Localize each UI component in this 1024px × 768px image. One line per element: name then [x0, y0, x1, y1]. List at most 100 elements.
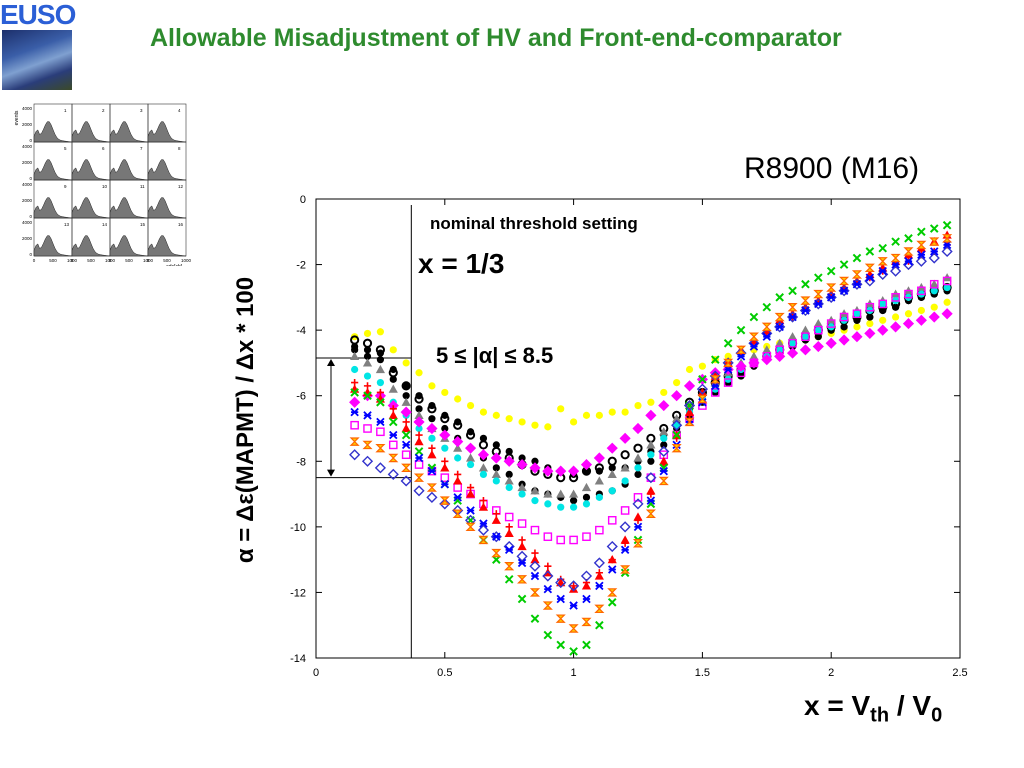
data-point — [530, 571, 540, 581]
data-point — [607, 469, 617, 478]
y-tick-label: -4 — [296, 325, 306, 337]
data-point — [440, 479, 450, 489]
data-point — [928, 252, 940, 264]
data-point — [902, 258, 915, 271]
data-point — [840, 283, 848, 292]
data-point — [788, 339, 797, 347]
data-point — [750, 362, 758, 370]
data-point — [505, 470, 513, 478]
data-point — [724, 352, 732, 360]
thumb-y-tick: 2000 — [22, 122, 33, 127]
data-point — [454, 470, 462, 478]
data-point — [646, 440, 656, 449]
data-point — [814, 325, 823, 335]
data-point — [582, 640, 591, 650]
data-point — [504, 545, 514, 555]
data-point — [608, 556, 616, 564]
data-point — [544, 464, 552, 472]
data-point — [658, 445, 670, 458]
logo-painting — [2, 30, 72, 90]
data-point — [825, 337, 837, 349]
data-point — [864, 327, 876, 340]
data-point — [697, 387, 708, 398]
data-point — [671, 443, 682, 453]
y-tick-label: -10 — [290, 522, 306, 534]
data-point — [928, 311, 940, 323]
data-point — [479, 470, 488, 478]
data-point — [891, 237, 900, 246]
panel-number: 4 — [178, 108, 181, 113]
data-series — [349, 234, 953, 633]
data-point — [376, 379, 384, 387]
data-point — [402, 418, 410, 426]
data-point — [465, 522, 476, 532]
data-point — [466, 428, 475, 436]
data-point — [916, 243, 926, 252]
data-point — [903, 250, 914, 259]
data-point — [350, 407, 359, 417]
data-point — [492, 555, 501, 564]
data-point — [401, 397, 411, 406]
data-point — [917, 250, 926, 259]
data-point — [376, 397, 385, 407]
data-point — [943, 287, 951, 295]
data-point — [685, 414, 694, 423]
data-point — [814, 299, 823, 309]
data-point — [376, 417, 385, 427]
data-point — [786, 347, 799, 359]
data-point — [827, 290, 835, 298]
data-point — [454, 454, 462, 462]
data-point — [763, 356, 771, 364]
data-point — [427, 404, 437, 414]
data-point — [750, 362, 758, 370]
data-point — [401, 423, 411, 433]
data-point — [621, 464, 629, 472]
thumb-y-tick: 4000 — [22, 106, 33, 111]
data-point — [801, 279, 810, 289]
data-point — [749, 312, 759, 322]
data-point — [788, 338, 797, 348]
data-point — [749, 335, 759, 344]
data-point — [518, 490, 526, 498]
data-point — [698, 401, 707, 410]
data-point — [427, 450, 437, 459]
data-series — [350, 276, 952, 545]
data-point — [891, 256, 901, 265]
data-point — [581, 482, 592, 492]
data-point — [839, 309, 849, 318]
data-point — [491, 446, 501, 457]
data-point — [801, 306, 810, 315]
data-point — [556, 640, 566, 650]
data-point — [582, 411, 591, 419]
data-point — [363, 424, 372, 433]
data-point — [915, 314, 927, 326]
data-point — [454, 418, 462, 426]
data-series — [350, 282, 952, 483]
data-point — [608, 464, 616, 472]
data-point — [866, 274, 874, 282]
data-point — [556, 489, 566, 498]
data-point — [710, 375, 721, 384]
data-point — [942, 273, 952, 282]
data-point — [917, 251, 925, 259]
data-point — [595, 569, 603, 577]
data-point — [878, 296, 888, 305]
data-point — [750, 339, 758, 347]
panel-number: 7 — [140, 146, 143, 151]
data-point — [453, 420, 463, 430]
data-point — [581, 466, 592, 476]
data-point — [698, 398, 707, 406]
thumb-y-tick: 2000 — [22, 198, 33, 203]
data-point — [878, 266, 887, 276]
data-point — [376, 427, 385, 437]
data-point — [917, 293, 925, 301]
data-point — [800, 332, 811, 342]
data-point — [864, 275, 876, 287]
data-point — [698, 392, 707, 400]
data-point — [915, 255, 927, 267]
histogram-shape — [109, 197, 149, 219]
data-point — [477, 449, 490, 461]
data-point — [672, 440, 681, 450]
data-point — [710, 371, 720, 380]
panel-number: 11 — [140, 184, 145, 189]
